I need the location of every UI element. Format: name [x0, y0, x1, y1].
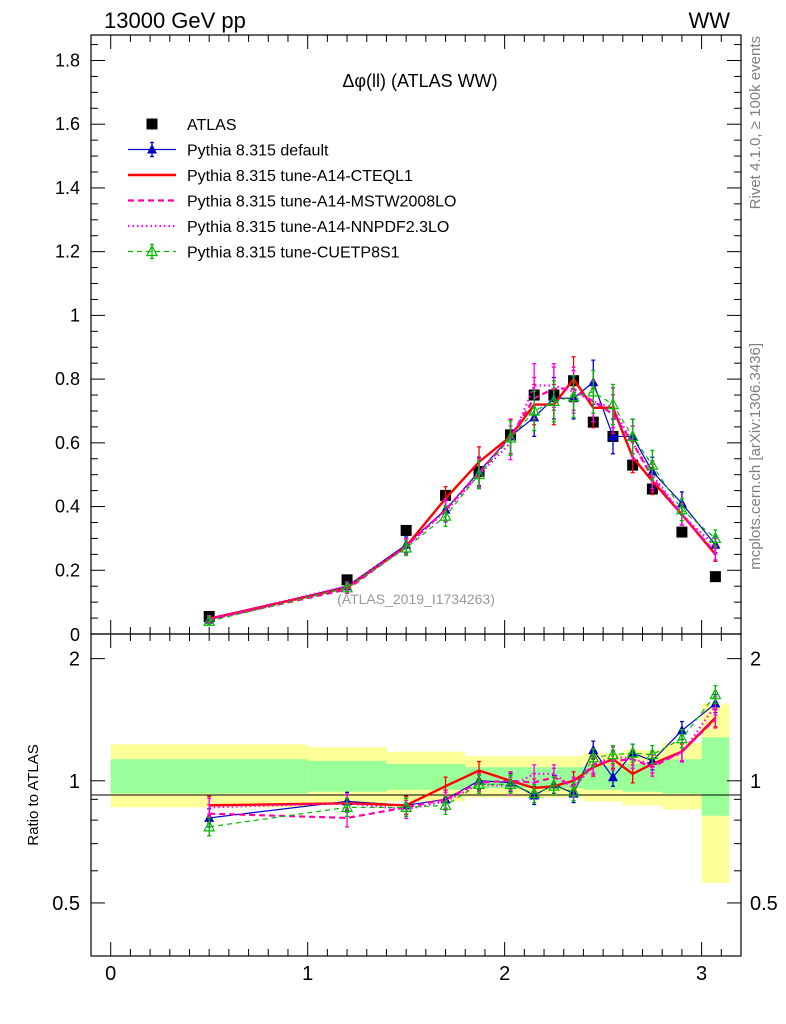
- pythia-8-315-default-point: [607, 430, 618, 441]
- legend-pythia-8-315-tune-a14-nnpdf2-3lo-label: Pythia 8.315 tune-A14-NNPDF2.3LO: [187, 219, 449, 236]
- x-tick-label: 0: [105, 963, 116, 985]
- pythia-8-315-tune-a14-cteql1-line: [208, 377, 717, 620]
- ratio-ylabel: Ratio to ATLAS: [25, 744, 42, 845]
- ratio-pythia-8-315-tune-cuetp8s1-point: [567, 784, 580, 797]
- legend-atlas-marker: [146, 118, 158, 130]
- main-y-tick-label: 1.4: [55, 178, 80, 198]
- main-y-axis: 0.2 0.4 0.6 0.8 1 1.2 1.4 1.6 1.8: [55, 44, 741, 619]
- pythia-8-315-tune-cuetp8s1-line: [209, 391, 716, 622]
- x-tick-label: 1: [302, 963, 313, 985]
- pythia-8-315-tune-cuetp8s1-point: [400, 541, 413, 553]
- pythia-8-315-default-line: [209, 381, 716, 621]
- pythia-8-315-tune-cuetp8s1-point: [646, 458, 659, 470]
- legend-atlas-label: ATLAS: [187, 117, 237, 134]
- ratio-pythia-8-315-tune-cuetp8s1-point: [675, 731, 688, 744]
- pythia-8-315-tune-cuetp8s1-point: [203, 614, 216, 626]
- x-axis: 0 1 2 3: [105, 634, 722, 985]
- ratio-band-green: [701, 737, 730, 816]
- legend-pythia-8-315-tune-cuetp8s1-marker: [146, 244, 158, 257]
- main-y-tick-label: 0.4: [55, 497, 80, 517]
- ratio-pythia-8-315-tune-cuetp8s1-point: [473, 777, 486, 789]
- watermark: (ATLAS_2019_I1734263): [337, 591, 495, 607]
- ratio-panel: 2 2 1 1 0.5 0.5 0 1 2 3 Ratio to ATLAS: [25, 633, 778, 985]
- header-right: WW: [688, 8, 730, 33]
- atlas-point: [676, 526, 688, 538]
- legend-pythia-8-315-tune-a14-mstw2008lo-label: Pythia 8.315 tune-A14-MSTW2008LO: [187, 194, 456, 211]
- ratio-bands: [110, 703, 730, 883]
- pythia-8-315-tune-cuetp8s1-point: [504, 431, 517, 443]
- legend-pythia-8-315-default-label: Pythia 8.315 default: [187, 143, 329, 160]
- pythia-8-315-tune-cuetp8s1-point: [547, 394, 560, 407]
- main-series-layer: [203, 356, 722, 626]
- main-y-tick-label: 1.2: [55, 242, 80, 262]
- main-y-tick-label: 0.2: [55, 560, 80, 580]
- main-x-ticks: [110, 35, 722, 634]
- pythia-8-315-tune-cuetp8s1-point: [341, 581, 354, 593]
- ratio-pythia-8-315-tune-cuetp8s1-point: [709, 687, 722, 700]
- main-y-tick-label: 1.6: [55, 114, 80, 134]
- legend-pythia-8-315-default-marker: [147, 144, 157, 154]
- main-panel: 0.2 0.4 0.6 0.8 1 1.2 1.4 1.6 1.8 Δφ(ll) (ATLAS …: [55, 34, 742, 645]
- ratio-y-tick-label-right: 0.5: [750, 893, 778, 915]
- main-y-tick-label: 0.6: [55, 433, 80, 453]
- main-y-zero-label: 0: [70, 625, 80, 645]
- ratio-pythia-8-315-tune-cuetp8s1-point: [341, 800, 354, 812]
- pythia-8-315-tune-a14-nnpdf2-3lo-line: [208, 384, 717, 620]
- ratio-y-tick-label: 2: [69, 649, 80, 671]
- pythia-8-315-tune-cuetp8s1-point: [587, 385, 600, 397]
- legend: ATLAS Pythia 8.315 default Pythia 8.315 tu…: [128, 117, 456, 262]
- pythia-8-315-tune-cuetp8s1-point: [675, 502, 688, 515]
- x-tick-label: 3: [696, 963, 707, 985]
- ratio-y-tick-label: 1: [69, 771, 80, 793]
- ratio-pythia-8-315-default-point: [607, 771, 618, 782]
- pythia-8-315-tune-cuetp8s1-point: [626, 429, 639, 442]
- ratio-y-tick-label-right: 1: [750, 771, 761, 793]
- ratio-pythia-8-315-tune-cuetp8s1-point: [439, 798, 452, 810]
- atlas-point: [341, 574, 353, 586]
- ratio-pythia-8-315-tune-cuetp8s1-point: [504, 777, 517, 789]
- ratio-y-tick-label-right: 2: [750, 649, 761, 671]
- mcplots-label: mcplots.cern.ch [arXiv:1306.3436]: [747, 343, 764, 570]
- pythia-8-315-tune-cuetp8s1-point: [606, 397, 619, 410]
- header-left: 13000 GeV pp: [104, 8, 246, 33]
- ratio-y-axis: 2 2 1 1 0.5 0.5: [52, 649, 778, 915]
- ratio-pythia-8-315-tune-cuetp8s1-point: [528, 786, 541, 799]
- x-tick-label: 2: [499, 963, 510, 985]
- ratio-pythia-8-315-tune-cuetp8s1-point: [606, 747, 619, 760]
- atlas-point: [709, 571, 721, 583]
- ratio-pythia-8-315-tune-cuetp8s1-point: [203, 820, 216, 832]
- ratio-band-green: [386, 763, 466, 790]
- pythia-8-315-tune-cuetp8s1-point: [528, 404, 541, 416]
- atlas-point: [400, 524, 412, 536]
- pythia-8-315-tune-cuetp8s1-point: [709, 531, 722, 544]
- legend-pythia-8-315-tune-cuetp8s1-label: Pythia 8.315 tune-CUETP8S1: [187, 245, 400, 262]
- main-y-tick-label: 1: [70, 305, 80, 325]
- main-title: Δφ(ll) (ATLAS WW): [342, 71, 497, 91]
- pythia-8-315-tune-cuetp8s1-point: [473, 467, 486, 480]
- ratio-band-green: [307, 760, 387, 792]
- main-y-tick-label: 1.8: [55, 50, 80, 70]
- ratio-band-green: [662, 759, 702, 794]
- ratio-frame: [90, 633, 742, 957]
- legend-pythia-8-315-tune-a14-cteql1-label: Pythia 8.315 tune-A14-CTEQL1: [187, 168, 413, 185]
- ratio-pythia-8-315-tune-cuetp8s1-point: [547, 779, 560, 791]
- ratio-pythia-8-315-tune-cuetp8s1-point: [646, 747, 659, 760]
- pythia-8-315-tune-cuetp8s1-point: [439, 509, 452, 521]
- ratio-series-layer: [203, 685, 722, 837]
- pythia-8-315-tune-a14-mstw2008lo-line: [208, 387, 717, 621]
- ratio-band-green: [110, 759, 308, 794]
- ratio-y-tick-label: 0.5: [52, 893, 80, 915]
- ratio-pythia-8-315-tune-cuetp8s1-point: [587, 750, 600, 763]
- ratio-pythia-8-315-tune-cuetp8s1-point: [400, 800, 413, 812]
- pythia-8-315-tune-cuetp8s1-point: [567, 389, 580, 402]
- rivet-label: Rivet 4.1.0, ≥ 100k events: [747, 36, 764, 209]
- main-y-tick-label: 0.8: [55, 369, 80, 389]
- ratio-pythia-8-315-tune-cuetp8s1-point: [626, 746, 639, 758]
